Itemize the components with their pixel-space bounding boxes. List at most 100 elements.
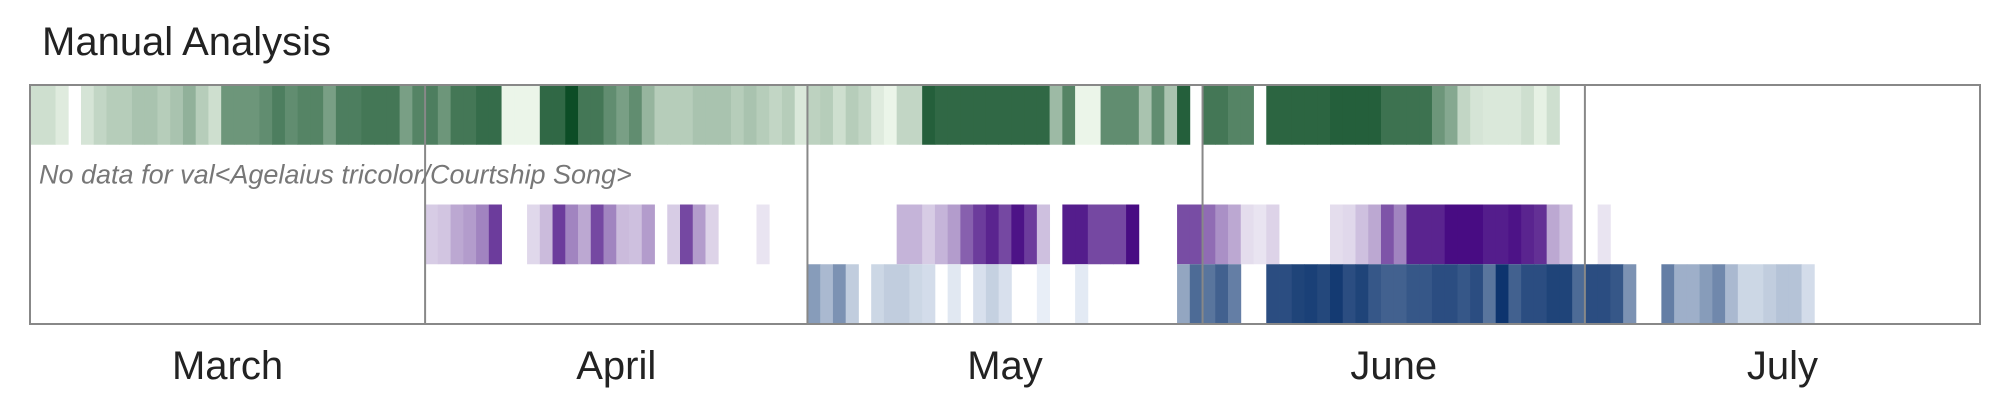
- heatmap-cell: [590, 85, 604, 145]
- heatmap-cell: [131, 85, 146, 145]
- heatmap-cell: [590, 204, 604, 265]
- heatmap-cell: [259, 85, 273, 145]
- heatmap-cell: [1406, 85, 1420, 145]
- heatmap-cell: [565, 204, 579, 265]
- heatmap-cell: [1521, 85, 1535, 145]
- heatmap-cell: [1342, 204, 1356, 265]
- heatmap-cell: [1100, 85, 1114, 145]
- heatmap-cell: [578, 204, 592, 265]
- heatmap-cell: [934, 204, 949, 265]
- heatmap-cell: [1482, 85, 1497, 145]
- heatmap-cell: [769, 85, 783, 145]
- chart-title: Manual Analysis: [42, 20, 332, 64]
- heatmap-cell: [1215, 204, 1229, 265]
- heatmap-cell: [348, 85, 362, 145]
- heatmap-cell: [1393, 85, 1407, 145]
- heatmap-cell: [1202, 204, 1216, 265]
- heatmap-cell: [1240, 204, 1254, 265]
- heatmap-cell: [1304, 264, 1318, 324]
- heatmap-cell: [1610, 264, 1624, 324]
- heatmap-cell: [1062, 85, 1076, 145]
- heatmap-cell: [80, 85, 95, 145]
- heatmap-cell: [335, 85, 350, 145]
- heatmap-cell: [1215, 85, 1229, 145]
- heatmap-cell: [55, 85, 69, 145]
- heatmap-cell: [1763, 264, 1777, 324]
- heatmap-cell: [1189, 264, 1203, 324]
- heatmap-cell: [883, 85, 898, 145]
- heatmap-cell: [157, 85, 171, 145]
- heatmap-cell: [144, 85, 158, 145]
- heatmap-cell: [1533, 264, 1548, 324]
- heatmap-cell: [1330, 264, 1344, 324]
- heatmap-cell: [1113, 85, 1127, 145]
- heatmap-cell: [667, 85, 681, 145]
- heatmap-cell: [1126, 85, 1140, 145]
- heatmap-cell: [832, 264, 847, 324]
- heatmap-cell: [1355, 204, 1369, 265]
- heatmap-cell: [616, 85, 630, 145]
- heatmap-cell: [1113, 204, 1127, 265]
- heatmap-cell: [1495, 85, 1509, 145]
- x-tick-label: March: [172, 344, 283, 388]
- heatmap-cell: [1559, 204, 1573, 265]
- heatmap-cell: [1470, 85, 1484, 145]
- heatmap-cell: [922, 204, 936, 265]
- heatmap-cell: [641, 85, 655, 145]
- heatmap-cell: [1419, 204, 1433, 265]
- heatmap-cell: [603, 85, 617, 145]
- heatmap-cell: [1380, 204, 1395, 265]
- heatmap-cell: [1368, 85, 1382, 145]
- heatmap-cell: [208, 85, 222, 145]
- heatmap-cell: [1584, 264, 1599, 324]
- heatmap-cell: [654, 85, 668, 145]
- heatmap-cell: [985, 264, 1000, 324]
- no-data-note: No data for val<Agelaius tricolor/Courts…: [39, 160, 632, 190]
- heatmap-cell: [119, 85, 133, 145]
- heatmap-cell: [922, 85, 936, 145]
- heatmap-cell: [1521, 204, 1535, 265]
- heatmap-cell: [221, 85, 235, 145]
- heatmap-cell: [514, 85, 528, 145]
- heatmap-cell: [1546, 204, 1560, 265]
- heatmap-cell: [1482, 264, 1497, 324]
- heatmap-cell: [1011, 85, 1025, 145]
- heatmap-cell: [323, 85, 337, 145]
- heatmap-cell: [1572, 264, 1586, 324]
- heatmap-cell: [794, 85, 808, 145]
- heatmap-cell: [1075, 204, 1089, 265]
- heatmap-cell: [1011, 204, 1025, 265]
- heatmap-cell: [1228, 204, 1242, 265]
- heatmap-cell: [1138, 85, 1152, 145]
- heatmap-cell: [476, 204, 490, 265]
- heatmap-cell: [463, 85, 477, 145]
- heatmap-cell: [1304, 85, 1318, 145]
- heatmap-cell: [1087, 204, 1101, 265]
- heatmap-cell: [1495, 264, 1509, 324]
- heatmap-cell: [1546, 85, 1560, 145]
- heatmap-cell: [501, 85, 515, 145]
- heatmap-cell: [1126, 204, 1140, 265]
- heatmap-cell: [1470, 204, 1484, 265]
- heatmap-cell: [552, 204, 566, 265]
- heatmap-cell: [832, 85, 847, 145]
- heatmap-cell: [425, 204, 439, 265]
- heatmap-cell: [973, 85, 987, 145]
- heatmap-cell: [1661, 264, 1675, 324]
- heatmap-cell: [1712, 264, 1726, 324]
- heatmap-cell: [170, 85, 184, 145]
- heatmap-cell: [450, 204, 464, 265]
- heatmap-cell: [1495, 204, 1509, 265]
- heatmap-cell: [1508, 264, 1522, 324]
- heatmap-cell: [42, 85, 56, 145]
- heatmap-cell: [756, 204, 770, 265]
- heatmap-cell: [629, 85, 643, 145]
- heatmap-cell: [1686, 264, 1701, 324]
- heatmap-cell: [1623, 264, 1637, 324]
- heatmap-cell: [1036, 264, 1051, 324]
- heatmap-cell: [539, 204, 553, 265]
- heatmap-cell: [1521, 264, 1535, 324]
- heatmap-cell: [1457, 204, 1471, 265]
- heatmap-cell: [565, 85, 579, 145]
- heatmap-cell: [680, 204, 694, 265]
